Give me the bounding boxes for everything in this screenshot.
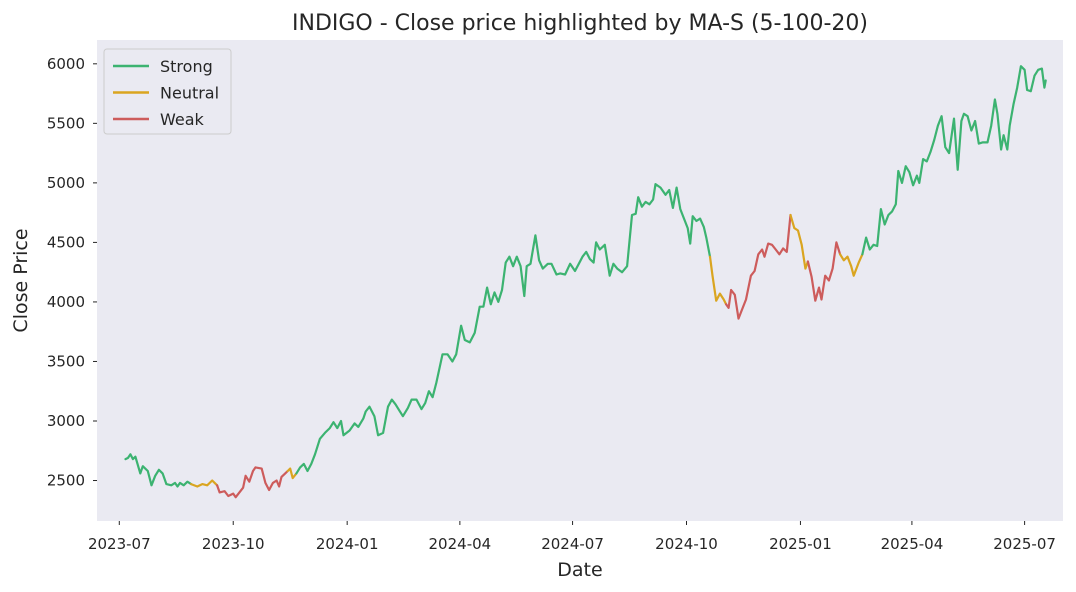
x-tick-label: 2024-10: [655, 535, 718, 553]
y-tick-label: 3500: [47, 352, 85, 370]
y-tick-label: 4000: [47, 293, 85, 311]
y-axis: 2500 3000 3500 4000 4500 5000 5500 6000: [47, 55, 97, 490]
segment-weak: [724, 213, 792, 320]
y-axis-label: Close Price: [10, 228, 32, 332]
x-tick-label: 2023-10: [202, 535, 265, 553]
segment-neutral: [708, 255, 728, 306]
segment-weak: [806, 241, 842, 302]
segment-strong: [295, 183, 712, 475]
y-tick-label: 3000: [47, 412, 85, 430]
segment-neutral: [789, 213, 810, 270]
segment-neutral: [838, 253, 864, 277]
y-tick-label: 6000: [47, 55, 85, 73]
legend-box: [103, 48, 232, 135]
segment-strong: [861, 65, 1047, 256]
legend: Strong Neutral Weak: [103, 48, 232, 135]
legend-label-weak: Weak: [160, 110, 205, 129]
segment-strong: [124, 453, 193, 488]
x-tick-label: 2024-04: [429, 535, 492, 553]
y-tick-label: 4500: [47, 233, 85, 251]
x-tick-label: 2025-07: [993, 535, 1056, 553]
segment-neutral: [190, 479, 219, 488]
legend-label-strong: Strong: [160, 57, 213, 76]
x-axis: 2023-07 2023-10 2024-01 2024-04 2024-07 2024-…: [88, 521, 1056, 553]
legend-label-neutral: Neutral: [160, 84, 219, 103]
x-tick-label: 2024-07: [541, 535, 604, 553]
price-series: [124, 65, 1047, 499]
y-tick-label: 5500: [47, 114, 85, 132]
x-tick-label: 2023-07: [88, 535, 151, 553]
chart-title: INDIGO - Close price highlighted by MA-S…: [292, 11, 868, 36]
x-tick-label: 2025-04: [881, 535, 944, 553]
plot-area: [97, 40, 1063, 521]
y-tick-label: 5000: [47, 174, 85, 192]
segment-neutral: [286, 467, 298, 480]
y-tick-label: 2500: [47, 472, 85, 490]
x-tick-label: 2025-01: [769, 535, 832, 553]
segment-weak: [216, 466, 289, 499]
x-axis-label: Date: [557, 559, 602, 581]
x-tick-label: 2024-01: [316, 535, 379, 553]
